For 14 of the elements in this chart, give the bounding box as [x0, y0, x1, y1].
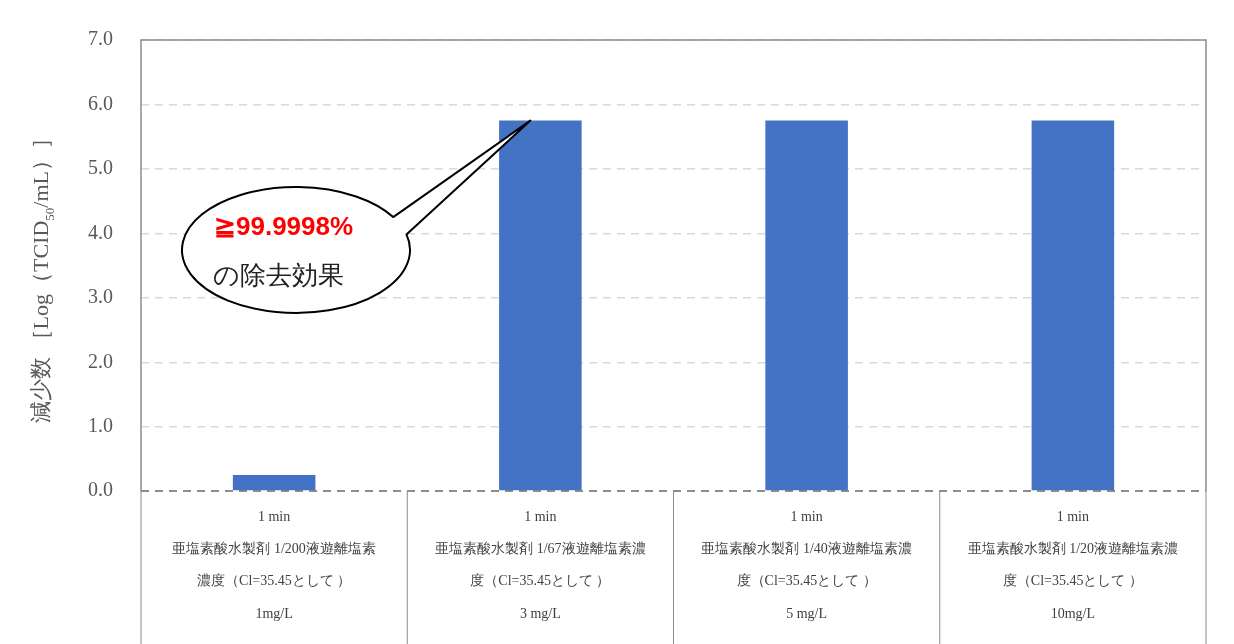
- y-tick-label: 6.0: [88, 91, 113, 114]
- y-tick-label: 4.0: [88, 220, 113, 243]
- y-tick-label: 5.0: [88, 156, 113, 179]
- y-tick-label: 1.0: [88, 413, 113, 436]
- y-tick-label: 3.0: [88, 285, 113, 308]
- category-label: 1 min 亜塩素酸水製剤 1/40液遊離塩素濃度（Cl=35.45として ） 5 mg/L: [701, 508, 912, 621]
- annotation: ≧99.9998%: [214, 211, 354, 242]
- y-tick-label: 0.0: [88, 478, 113, 501]
- annotation: の除去効果: [213, 260, 344, 292]
- y-tick-label: 7.0: [88, 27, 113, 50]
- category-label: 1 min 亜塩素酸水製剤 1/200液遊離塩素濃度（Cl=35.45として ） 1mg/L: [172, 508, 376, 621]
- y-tick-label: 2.0: [88, 349, 113, 372]
- category-label: 1 min 亜塩素酸水製剤 1/67液遊離塩素濃度（Cl=35.45として ） 3 mg/L: [435, 508, 646, 621]
- category-label: 1 min 亜塩素酸水製剤 1/20液遊離塩素濃度（Cl=35.45として ） 10mg/L: [967, 508, 1179, 621]
